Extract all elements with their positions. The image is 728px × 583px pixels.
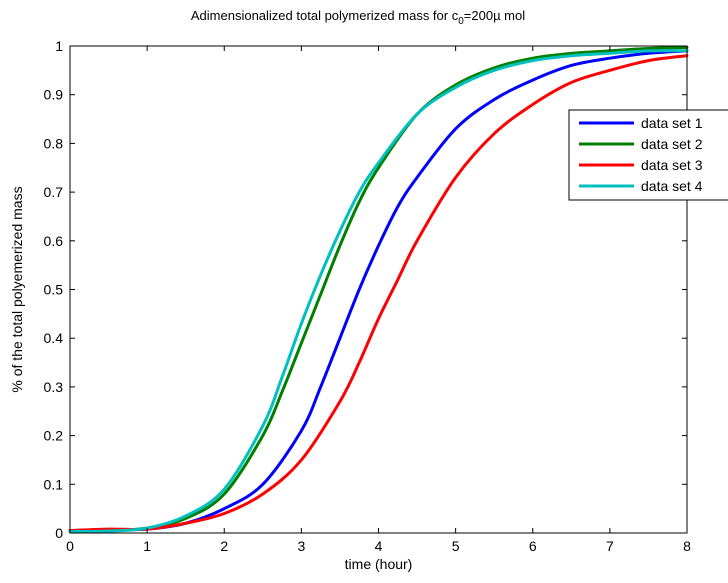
x-axis-label: time (hour) [345,556,413,572]
legend: data set 1 data set 2 data set 3 data set 4 [568,109,728,201]
x-tick-label: 4 [375,538,383,554]
x-tick-label: 6 [529,538,537,554]
y-tick-label: 0.2 [44,428,64,444]
legend-label: data set 1 [641,115,703,131]
y-tick-label: 0.1 [44,476,64,492]
x-tick-label: 0 [66,538,74,554]
series-line-4 [68,49,689,534]
x-tick-label: 8 [683,538,691,554]
x-tick-label: 2 [220,538,228,554]
x-tick-label: 3 [297,538,305,554]
series-line-2 [68,45,689,533]
x-tick-label: 1 [143,538,151,554]
x-tick-label: 5 [452,538,460,554]
series-layer [68,45,689,534]
legend-label: data set 4 [641,178,703,194]
y-tick-label: 0.3 [44,379,64,395]
y-tick-label: 0.8 [44,135,64,151]
y-axis-label: % of the total polyemerized mass [9,186,25,392]
x-tick-label: 7 [606,538,614,554]
y-axis: 0 0.1 0.2 0.3 0.4 0.5 0.6 0.7 0.8 0.9 1 [44,38,687,541]
y-tick-label: 0.9 [44,87,64,103]
y-tick-label: 0.4 [44,330,64,346]
x-axis: 0 1 2 3 4 5 6 7 8 [66,46,691,554]
y-tick-label: 1 [55,38,63,54]
legend-label: data set 2 [641,136,703,152]
chart-title: Adimensionalized total polymerized mass … [191,8,525,27]
series-line-3 [68,54,689,533]
y-tick-label: 0 [55,525,63,541]
legend-label: data set 3 [641,157,703,173]
y-tick-label: 0.6 [44,233,64,249]
y-tick-label: 0.5 [44,282,64,298]
y-tick-label: 0.7 [44,184,64,200]
